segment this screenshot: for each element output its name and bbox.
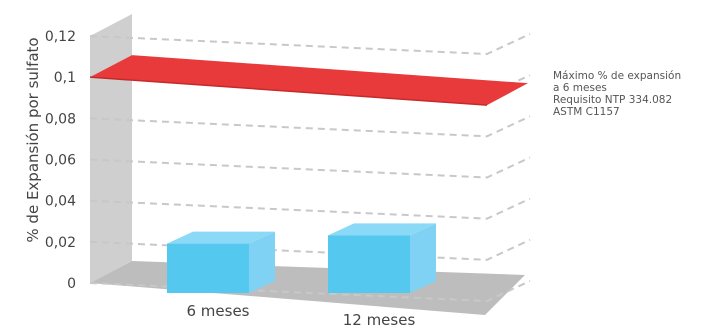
y-tick-label: 0,02	[45, 235, 76, 251]
bar	[167, 231, 275, 293]
threshold-note-line: Requisito NTP 334.082	[553, 94, 673, 106]
threshold-note-line: a 6 meses	[553, 82, 607, 94]
y-tick-label: 0	[67, 276, 76, 292]
bar-top	[328, 223, 436, 236]
threshold-plane	[90, 55, 528, 106]
threshold-note: Máximo % de expansión a 6 meses Requisit…	[553, 70, 703, 118]
threshold-note-line: ASTM C1157	[553, 106, 620, 118]
floor	[90, 261, 525, 315]
bar-front	[167, 243, 249, 293]
x-category-label: 6 meses	[186, 302, 249, 320]
y-tick-label: 0,08	[45, 111, 76, 127]
gridline	[89, 33, 531, 56]
gridline	[89, 115, 531, 138]
x-category-label: 12 meses	[343, 311, 416, 326]
bar	[328, 223, 436, 293]
bar-top	[167, 231, 275, 244]
gridline	[89, 238, 531, 261]
threshold-note-line: Máximo % de expansión	[553, 70, 682, 82]
bar-front	[328, 235, 410, 293]
bar-side	[410, 223, 436, 293]
gridline	[89, 156, 531, 179]
y-axis-title: % de Expansión por sulfato	[24, 37, 42, 242]
y-tick-label: 0,1	[54, 70, 76, 86]
y-tick-label: 0,12	[45, 29, 76, 45]
back-wall	[90, 14, 132, 283]
y-tick-label: 0,04	[45, 194, 76, 210]
threshold-edge	[89, 76, 488, 106]
gridline	[89, 197, 531, 220]
bar-side	[249, 231, 275, 293]
y-tick-label: 0,06	[45, 153, 76, 169]
